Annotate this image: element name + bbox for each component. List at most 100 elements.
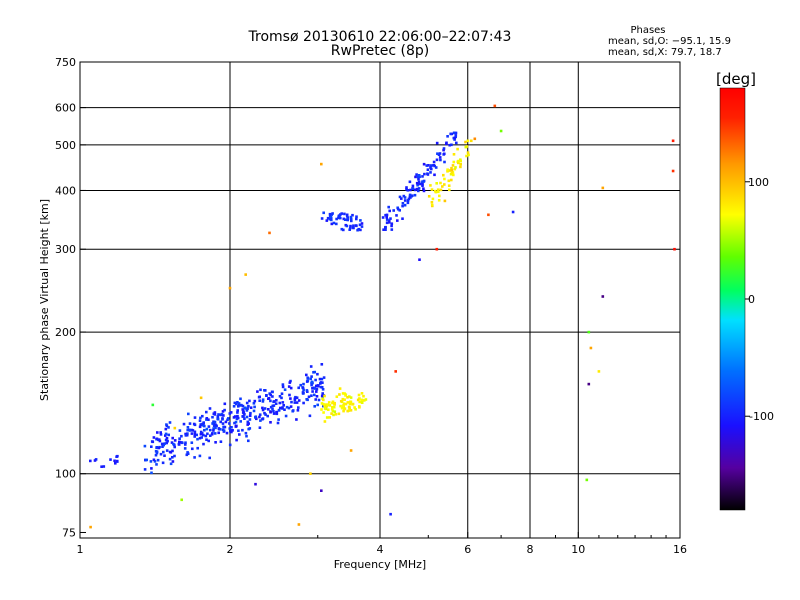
data-point [317,398,321,402]
data-point [232,405,236,408]
data-point [335,395,339,398]
data-point [244,273,247,276]
data-point [228,412,232,415]
data-point [337,216,340,220]
data-point [338,214,341,217]
data-point [149,460,153,463]
data-point [344,402,348,406]
data-point [89,525,92,529]
data-point [358,400,361,404]
data-point [394,370,397,373]
data-point [259,419,262,422]
data-point [453,131,456,135]
data-point [346,401,350,404]
data-point [473,137,477,141]
data-point [416,183,419,187]
data-point [416,175,420,179]
data-point [328,416,331,419]
data-point [232,416,236,419]
data-point [453,167,457,171]
data-point [411,184,415,188]
data-point [437,153,441,156]
data-point [243,417,246,420]
data-point [201,414,204,418]
data-point [442,173,445,177]
data-point [348,402,352,406]
data-point [317,384,320,388]
data-point [430,188,434,191]
data-point [216,417,220,421]
data-point [275,412,279,416]
data-point [431,197,435,201]
data-point [385,218,389,221]
data-point [143,468,147,471]
data-point [316,372,319,376]
data-point [242,415,245,418]
data-point [487,213,490,217]
data-point [434,166,438,169]
data-point [493,104,497,108]
data-point [421,183,424,186]
data-point [333,410,337,413]
data-point [164,438,168,442]
data-point [165,449,169,452]
data-point [204,434,208,438]
data-point [241,404,245,408]
data-point [465,154,468,158]
data-point [319,381,323,384]
data-point [150,445,153,448]
grid-lines [80,62,680,538]
data-point [297,399,301,402]
data-point [406,189,410,192]
data-point [450,166,453,170]
data-point [171,456,174,459]
data-point [305,398,308,401]
data-point [346,396,349,399]
data-point [464,140,467,144]
data-point [248,418,252,421]
data-point [234,425,238,428]
data-point [448,169,451,172]
data-point [172,442,175,446]
data-point [212,412,216,415]
data-point [221,417,224,420]
data-point [295,401,299,404]
colorbar-title: [deg] [716,70,756,88]
data-point [162,450,165,454]
data-point [245,409,249,412]
data-point [339,399,343,403]
data-point [408,180,412,184]
data-point [385,216,388,219]
data-point [340,227,344,231]
data-point [339,216,342,220]
data-point [351,213,354,217]
data-point [323,394,326,398]
data-point [351,403,354,406]
data-point [322,404,325,408]
data-point [320,386,324,389]
data-point [403,199,407,202]
data-point [217,413,220,416]
data-point [184,441,187,444]
data-point [178,429,182,432]
colorbar-tick-label: 100 [748,176,769,189]
data-point [402,194,406,198]
data-point [392,209,395,212]
data-point [362,394,365,398]
data-point [309,377,312,381]
data-point [308,414,312,418]
data-point [249,411,252,415]
data-point [165,437,169,440]
data-point [293,398,297,402]
data-point [301,386,305,390]
data-point [414,175,417,179]
data-point [230,426,233,429]
data-point [169,462,173,466]
data-point [207,439,210,443]
data-point [411,187,415,190]
data-point [222,414,225,417]
data-point [334,413,338,416]
data-point [297,523,301,526]
data-point [349,226,352,230]
data-point [309,472,312,475]
